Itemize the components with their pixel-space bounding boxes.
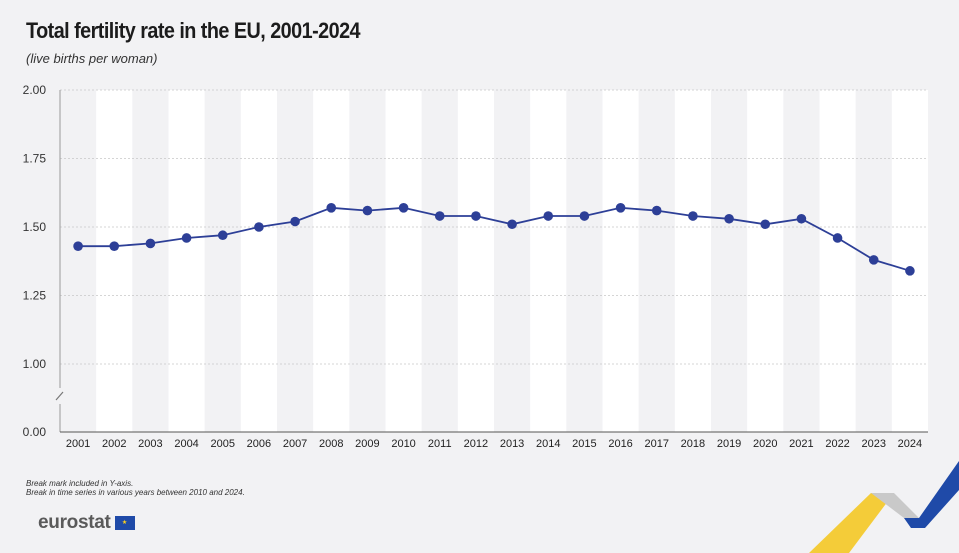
decoration-yellow-shape <box>809 493 894 553</box>
data-point-2024 <box>905 266 915 276</box>
data-point-2011 <box>434 211 445 221</box>
x-tick-label: 2020 <box>753 438 777 450</box>
band-2014 <box>530 90 567 432</box>
x-tick-label: 2011 <box>428 438 452 450</box>
band-2004 <box>168 90 205 432</box>
x-tick-label: 2014 <box>536 438 560 450</box>
note-break-mark: Break mark included in Y-axis. <box>26 479 134 488</box>
data-point-2007 <box>290 216 300 227</box>
band-2022 <box>819 90 856 432</box>
data-point-2017 <box>651 205 662 216</box>
data-point-2016 <box>615 203 626 213</box>
data-point-2014 <box>543 211 554 221</box>
band-2008 <box>313 90 350 432</box>
eu-flag-icon: ★ <box>114 516 135 530</box>
x-tick-label: 2009 <box>355 438 379 450</box>
x-tick-label: 2016 <box>608 438 632 450</box>
data-point-2006 <box>254 222 264 232</box>
chart-notes: Break mark included in Y-axis. Break in … <box>26 479 245 497</box>
y-tick-label: 1.50 <box>23 220 47 234</box>
data-point-2005 <box>217 230 228 241</box>
x-tick-label: 2019 <box>717 438 741 450</box>
decoration-grey-shape <box>871 493 919 518</box>
data-point-2008 <box>326 203 337 213</box>
x-tick-label: 2013 <box>500 438 524 450</box>
data-point-2009 <box>362 205 373 216</box>
chart-subtitle: (live births per woman) <box>26 51 158 66</box>
y-tick-label: 1.25 <box>23 289 47 303</box>
x-tick-label: 2004 <box>174 438 198 450</box>
chart-title: Total fertility rate in the EU, 2001-202… <box>26 18 361 43</box>
y-tick-label: 1.75 <box>23 152 47 166</box>
x-tick-label: 2015 <box>572 438 596 450</box>
series-line <box>78 206 911 272</box>
x-tick-label: 2018 <box>681 438 705 450</box>
y-tick-label: 2.00 <box>23 83 47 97</box>
data-point-2021 <box>796 213 807 224</box>
x-tick-label: 2008 <box>319 438 343 450</box>
data-point-2004 <box>181 233 192 243</box>
band-2002 <box>96 90 133 432</box>
eurostat-logo[interactable]: eurostat ★ <box>38 512 135 534</box>
y-axis-break-mark <box>55 391 64 401</box>
data-point-2015 <box>579 211 590 221</box>
band-2024 <box>891 90 928 432</box>
logo-text: eurostat <box>38 512 111 533</box>
y-tick-label: 1.00 <box>23 357 47 371</box>
decoration-blue-shape <box>904 461 959 528</box>
band-2018 <box>674 90 711 432</box>
x-tick-label: 2007 <box>283 438 307 450</box>
data-point-2012 <box>471 211 481 221</box>
x-tick-label: 2002 <box>102 438 126 450</box>
data-point-2003 <box>145 238 156 249</box>
x-tick-label: 2012 <box>464 438 488 450</box>
data-point-2022 <box>832 233 843 243</box>
x-tick-label: 2023 <box>862 438 886 450</box>
band-2006 <box>240 90 277 432</box>
x-tick-label: 2021 <box>789 438 813 450</box>
data-point-2001 <box>73 241 83 251</box>
band-2016 <box>602 90 639 432</box>
data-point-2013 <box>507 219 517 230</box>
data-point-2010 <box>398 203 409 213</box>
band-2012 <box>457 90 494 432</box>
x-tick-label: 2003 <box>138 438 162 450</box>
band-2010 <box>385 90 422 432</box>
x-tick-label: 2001 <box>66 438 90 450</box>
data-point-2023 <box>868 255 879 265</box>
x-tick-label: 2017 <box>645 438 669 450</box>
data-point-2019 <box>724 213 734 224</box>
note-break-series: Break in time series in various years be… <box>26 488 245 497</box>
y-tick-label: 0.00 <box>23 425 47 439</box>
data-point-2020 <box>760 219 771 230</box>
x-tick-label: 2005 <box>211 438 235 450</box>
x-tick-label: 2010 <box>391 438 415 450</box>
line-chart: 0.00 1.00 1.25 1.50 1.75 2.00 2001 2002 2003 2004… <box>23 83 928 450</box>
corner-decoration <box>809 461 959 553</box>
x-tick-label: 2024 <box>898 438 922 450</box>
x-tick-label: 2006 <box>247 438 271 450</box>
x-tick-label: 2022 <box>825 438 849 450</box>
data-point-2002 <box>109 241 120 251</box>
data-point-2018 <box>688 211 698 221</box>
band-2020 <box>747 90 784 432</box>
